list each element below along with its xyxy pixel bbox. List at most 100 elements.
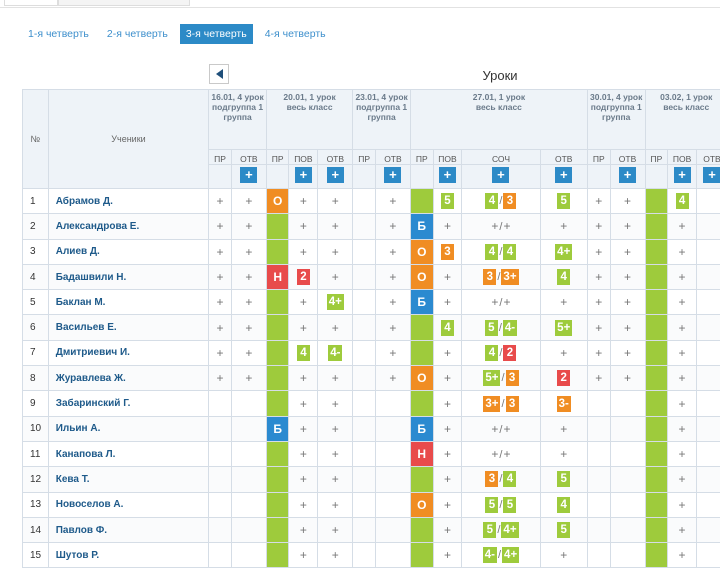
mark-cell[interactable]: + xyxy=(609,187,646,215)
attendance-cell[interactable] xyxy=(644,238,669,265)
mark-cell[interactable]: + xyxy=(667,491,697,518)
mark-cell-empty[interactable] xyxy=(695,238,720,265)
student-name[interactable]: Забаринский Г. xyxy=(47,390,210,417)
add-mark-button[interactable]: + xyxy=(384,167,402,183)
mark-cell[interactable]: + xyxy=(609,339,646,367)
mark-cell-empty[interactable] xyxy=(374,466,411,493)
attendance-cell[interactable] xyxy=(644,516,669,544)
mark-cell[interactable]: + xyxy=(432,289,463,316)
mark-cell-empty[interactable] xyxy=(695,365,720,392)
grade-cell[interactable]: 4 xyxy=(539,491,588,518)
grade-cell[interactable]: 5+ xyxy=(539,314,588,341)
mark-cell[interactable]: + xyxy=(432,365,463,392)
mark-cell[interactable]: + xyxy=(288,440,319,468)
mark-cell[interactable]: + xyxy=(317,390,354,417)
mark-cell[interactable]: + xyxy=(667,238,697,265)
mark-cell[interactable]: + xyxy=(609,365,646,392)
add-mark-button[interactable]: + xyxy=(673,167,691,183)
add-mark-button[interactable]: + xyxy=(619,167,637,183)
mark-cell[interactable]: + xyxy=(609,289,646,316)
mark-cell-empty[interactable] xyxy=(374,542,411,569)
mark-cell[interactable]: + xyxy=(609,314,646,341)
grade-cell[interactable]: 4-/4+ xyxy=(461,542,541,569)
mark-cell-empty[interactable] xyxy=(374,415,411,442)
mark-cell[interactable]: + xyxy=(208,339,232,367)
mark-cell[interactable]: + xyxy=(288,365,319,392)
mark-cell[interactable]: + xyxy=(374,213,411,240)
mark-cell[interactable]: + xyxy=(288,314,319,341)
add-mark-button[interactable]: + xyxy=(240,167,258,183)
mark-cell[interactable]: + xyxy=(288,466,319,493)
mark-cell[interactable]: + xyxy=(230,339,267,367)
attendance-cell[interactable] xyxy=(409,314,434,341)
mark-cell[interactable]: + xyxy=(586,263,611,291)
student-name[interactable]: Васильев Е. xyxy=(47,314,210,341)
mark-cell[interactable]: + xyxy=(317,263,354,291)
mark-cell[interactable]: + xyxy=(667,263,697,291)
attendance-cell[interactable]: Б xyxy=(409,415,434,442)
mark-cell[interactable]: + xyxy=(432,390,463,417)
mark-cell[interactable]: + xyxy=(288,187,319,215)
mark-cell-empty[interactable] xyxy=(352,491,376,518)
attendance-cell[interactable] xyxy=(265,339,290,367)
mark-cell[interactable]: + xyxy=(374,289,411,316)
mark-cell-empty[interactable] xyxy=(230,491,267,518)
mark-cell[interactable]: + xyxy=(609,238,646,265)
grade-cell[interactable]: 5 xyxy=(432,187,463,215)
mark-cell-empty[interactable] xyxy=(230,466,267,493)
attendance-cell[interactable] xyxy=(265,542,290,569)
mark-cell-empty[interactable] xyxy=(208,466,232,493)
mark-cell-empty[interactable] xyxy=(208,390,232,417)
student-name[interactable]: Ильин А. xyxy=(47,415,210,442)
mark-cell-empty[interactable] xyxy=(609,415,646,442)
mark-cell[interactable]: +/+ xyxy=(461,213,541,240)
attendance-cell[interactable] xyxy=(409,542,434,569)
mark-cell-empty[interactable] xyxy=(695,213,720,240)
attendance-cell[interactable] xyxy=(409,339,434,367)
student-name[interactable]: Алиев Д. xyxy=(47,238,210,265)
mark-cell-empty[interactable] xyxy=(695,516,720,544)
grade-cell[interactable]: 2 xyxy=(288,263,319,291)
mark-cell[interactable]: + xyxy=(586,213,611,240)
mark-cell-empty[interactable] xyxy=(230,390,267,417)
mark-cell[interactable]: + xyxy=(317,365,354,392)
attendance-cell[interactable] xyxy=(644,491,669,518)
lesson-header-4[interactable]: 27.01, 1 урок весь класс xyxy=(409,89,588,150)
mark-cell[interactable]: + xyxy=(432,415,463,442)
attendance-cell[interactable]: О xyxy=(409,238,434,265)
attendance-cell[interactable]: Б xyxy=(409,213,434,240)
mark-cell[interactable]: + xyxy=(230,314,267,341)
mark-cell-empty[interactable] xyxy=(230,542,267,569)
attendance-cell[interactable] xyxy=(644,390,669,417)
mark-cell-empty[interactable] xyxy=(695,440,720,468)
mark-cell[interactable]: + xyxy=(317,542,354,569)
mark-cell-empty[interactable] xyxy=(208,415,232,442)
mark-cell[interactable]: + xyxy=(208,365,232,392)
mark-cell-empty[interactable] xyxy=(695,390,720,417)
mark-cell-empty[interactable] xyxy=(352,440,376,468)
mark-cell-empty[interactable] xyxy=(374,516,411,544)
mark-cell-empty[interactable] xyxy=(352,314,376,341)
grade-cell[interactable]: 5 xyxy=(539,466,588,493)
attendance-cell[interactable] xyxy=(644,466,669,493)
student-name[interactable]: Александрова Е. xyxy=(47,213,210,240)
grade-cell[interactable]: 5/5 xyxy=(461,491,541,518)
mark-cell-empty[interactable] xyxy=(695,187,720,215)
grade-cell[interactable]: 4/3 xyxy=(461,187,541,215)
attendance-cell[interactable]: О xyxy=(265,187,290,215)
mark-cell-empty[interactable] xyxy=(352,415,376,442)
grade-cell[interactable]: 4 xyxy=(667,187,697,215)
mark-cell[interactable]: + xyxy=(586,289,611,316)
mark-cell[interactable]: + xyxy=(230,289,267,316)
mark-cell-empty[interactable] xyxy=(230,516,267,544)
mark-cell[interactable]: +/+ xyxy=(461,440,541,468)
grade-cell[interactable]: 4- xyxy=(317,339,354,367)
attendance-cell[interactable]: Н xyxy=(409,440,434,468)
grade-cell[interactable]: 4+ xyxy=(317,289,354,316)
student-name[interactable]: Кева Т. xyxy=(47,466,210,493)
attendance-cell[interactable] xyxy=(644,263,669,291)
mark-cell-empty[interactable] xyxy=(230,440,267,468)
mark-cell[interactable]: + xyxy=(667,390,697,417)
tab-journal[interactable] xyxy=(4,0,58,6)
mark-cell-empty[interactable] xyxy=(352,213,376,240)
